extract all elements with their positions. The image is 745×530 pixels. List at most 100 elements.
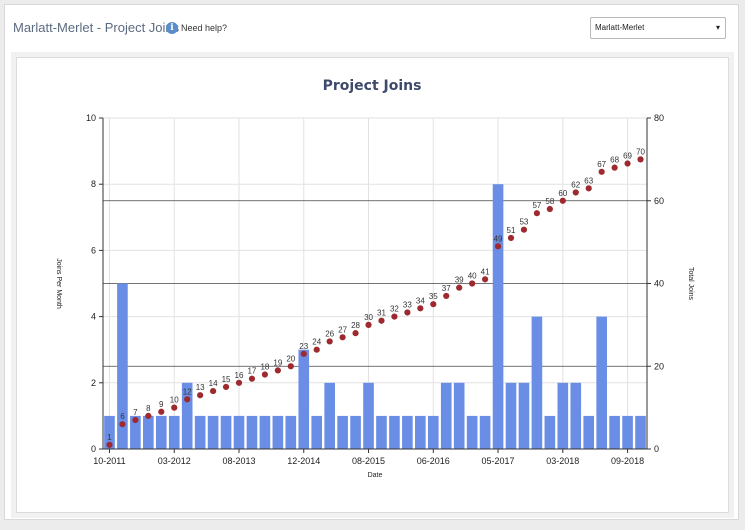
point-label: 34 (416, 296, 425, 305)
cumulative-point (222, 383, 230, 391)
point-label: 15 (222, 375, 231, 384)
bar (389, 415, 400, 449)
cumulative-point (430, 301, 437, 308)
cumulative-point (300, 350, 307, 357)
point-label: 26 (325, 329, 334, 338)
point-label: 16 (235, 371, 244, 380)
y2-tick-label: 60 (654, 196, 664, 206)
x-tick-label: 05-2017 (482, 456, 515, 466)
chart-card: Project Joins 1 6 7 8 9 10 12 13 14 15 16 17 18 19 20 2… (16, 57, 729, 513)
y-tick-label: 6 (91, 245, 96, 255)
bar (259, 415, 271, 449)
point-label: 20 (286, 354, 295, 363)
bar (168, 415, 180, 449)
point-label: 10 (170, 396, 179, 405)
bar (181, 382, 193, 449)
cumulative-point (119, 421, 126, 428)
point-label: 57 (532, 201, 541, 210)
point-label: 33 (403, 300, 412, 309)
cumulative-point (261, 371, 269, 378)
x-tick-label: 06-2016 (417, 456, 450, 466)
point-label: 19 (273, 358, 282, 367)
bar (570, 382, 582, 449)
main-panel: Marlatt-Merlet - Project Joins i Need he… (4, 4, 739, 520)
cumulative-point (481, 276, 489, 283)
cumulative-point (456, 284, 463, 291)
cumulative-point (171, 404, 178, 411)
bar (531, 316, 543, 449)
bar (596, 316, 607, 449)
cumulative-point (248, 375, 256, 382)
page-header: Marlatt-Merlet - Project Joins i Need he… (5, 5, 738, 43)
bar (194, 415, 206, 449)
point-label: 53 (519, 218, 528, 227)
point-label: 18 (260, 363, 269, 372)
info-icon[interactable]: i (166, 22, 178, 34)
bar (337, 415, 348, 449)
y2-axis-title: Total Joins (687, 267, 694, 301)
bar (285, 415, 297, 449)
cumulative-point (352, 330, 359, 337)
point-label: 6 (120, 412, 125, 421)
point-label: 69 (623, 152, 632, 161)
point-label: 12 (183, 387, 192, 396)
cumulative-point (339, 334, 346, 341)
cumulative-point (287, 363, 294, 370)
cumulative-point (494, 243, 502, 250)
bar (363, 382, 374, 449)
point-label: 60 (558, 189, 567, 198)
cumulative-point (132, 416, 139, 424)
bar (324, 382, 335, 449)
project-select[interactable]: Marlatt-Merlet ▾ (590, 17, 726, 39)
bar (583, 415, 595, 449)
project-select-value: Marlatt-Merlet (595, 23, 645, 32)
point-label: 32 (390, 305, 399, 314)
bar (220, 415, 232, 449)
cumulative-point (326, 338, 333, 345)
page-title: Marlatt-Merlet - Project Joins (13, 20, 180, 35)
point-label: 58 (545, 197, 554, 206)
cumulative-point (611, 164, 618, 171)
bar (635, 415, 646, 449)
x-tick-label: 08-2013 (222, 456, 255, 466)
bar (609, 415, 620, 449)
point-label: 30 (364, 313, 373, 322)
cumulative-point (507, 234, 515, 242)
cumulative-point (559, 197, 566, 204)
point-label: 49 (494, 234, 503, 243)
x-tick-label: 12-2014 (287, 456, 320, 466)
bar (415, 415, 426, 449)
point-label: 51 (507, 226, 516, 235)
point-label: 7 (133, 408, 138, 417)
bar (505, 382, 517, 449)
bar (622, 415, 633, 449)
bar (104, 415, 115, 449)
cumulative-point (417, 305, 424, 312)
cumulative-point (145, 412, 152, 419)
point-label: 63 (584, 176, 593, 185)
point-label: 67 (597, 160, 606, 169)
bar (233, 415, 245, 449)
y-tick-label: 10 (86, 113, 96, 123)
cumulative-point (585, 185, 592, 192)
cumulative-point (274, 367, 281, 374)
bar (117, 283, 128, 449)
y2-tick-label: 0 (654, 444, 659, 454)
bar-series (104, 184, 646, 449)
bar (130, 415, 141, 449)
y-tick-label: 2 (91, 378, 96, 388)
cumulative-point (469, 280, 476, 287)
cumulative-point (365, 321, 372, 328)
y2-tick-label: 80 (654, 113, 664, 123)
y2-tick-label: 40 (654, 279, 664, 289)
cumulative-point (533, 210, 541, 217)
bar (453, 382, 465, 449)
cumulative-point (546, 205, 553, 213)
cumulative-point (235, 379, 243, 386)
bar (350, 415, 361, 449)
cumulative-point (572, 189, 579, 196)
need-help-link[interactable]: Need help? (181, 23, 228, 33)
bar (427, 415, 439, 449)
bar (544, 415, 556, 449)
